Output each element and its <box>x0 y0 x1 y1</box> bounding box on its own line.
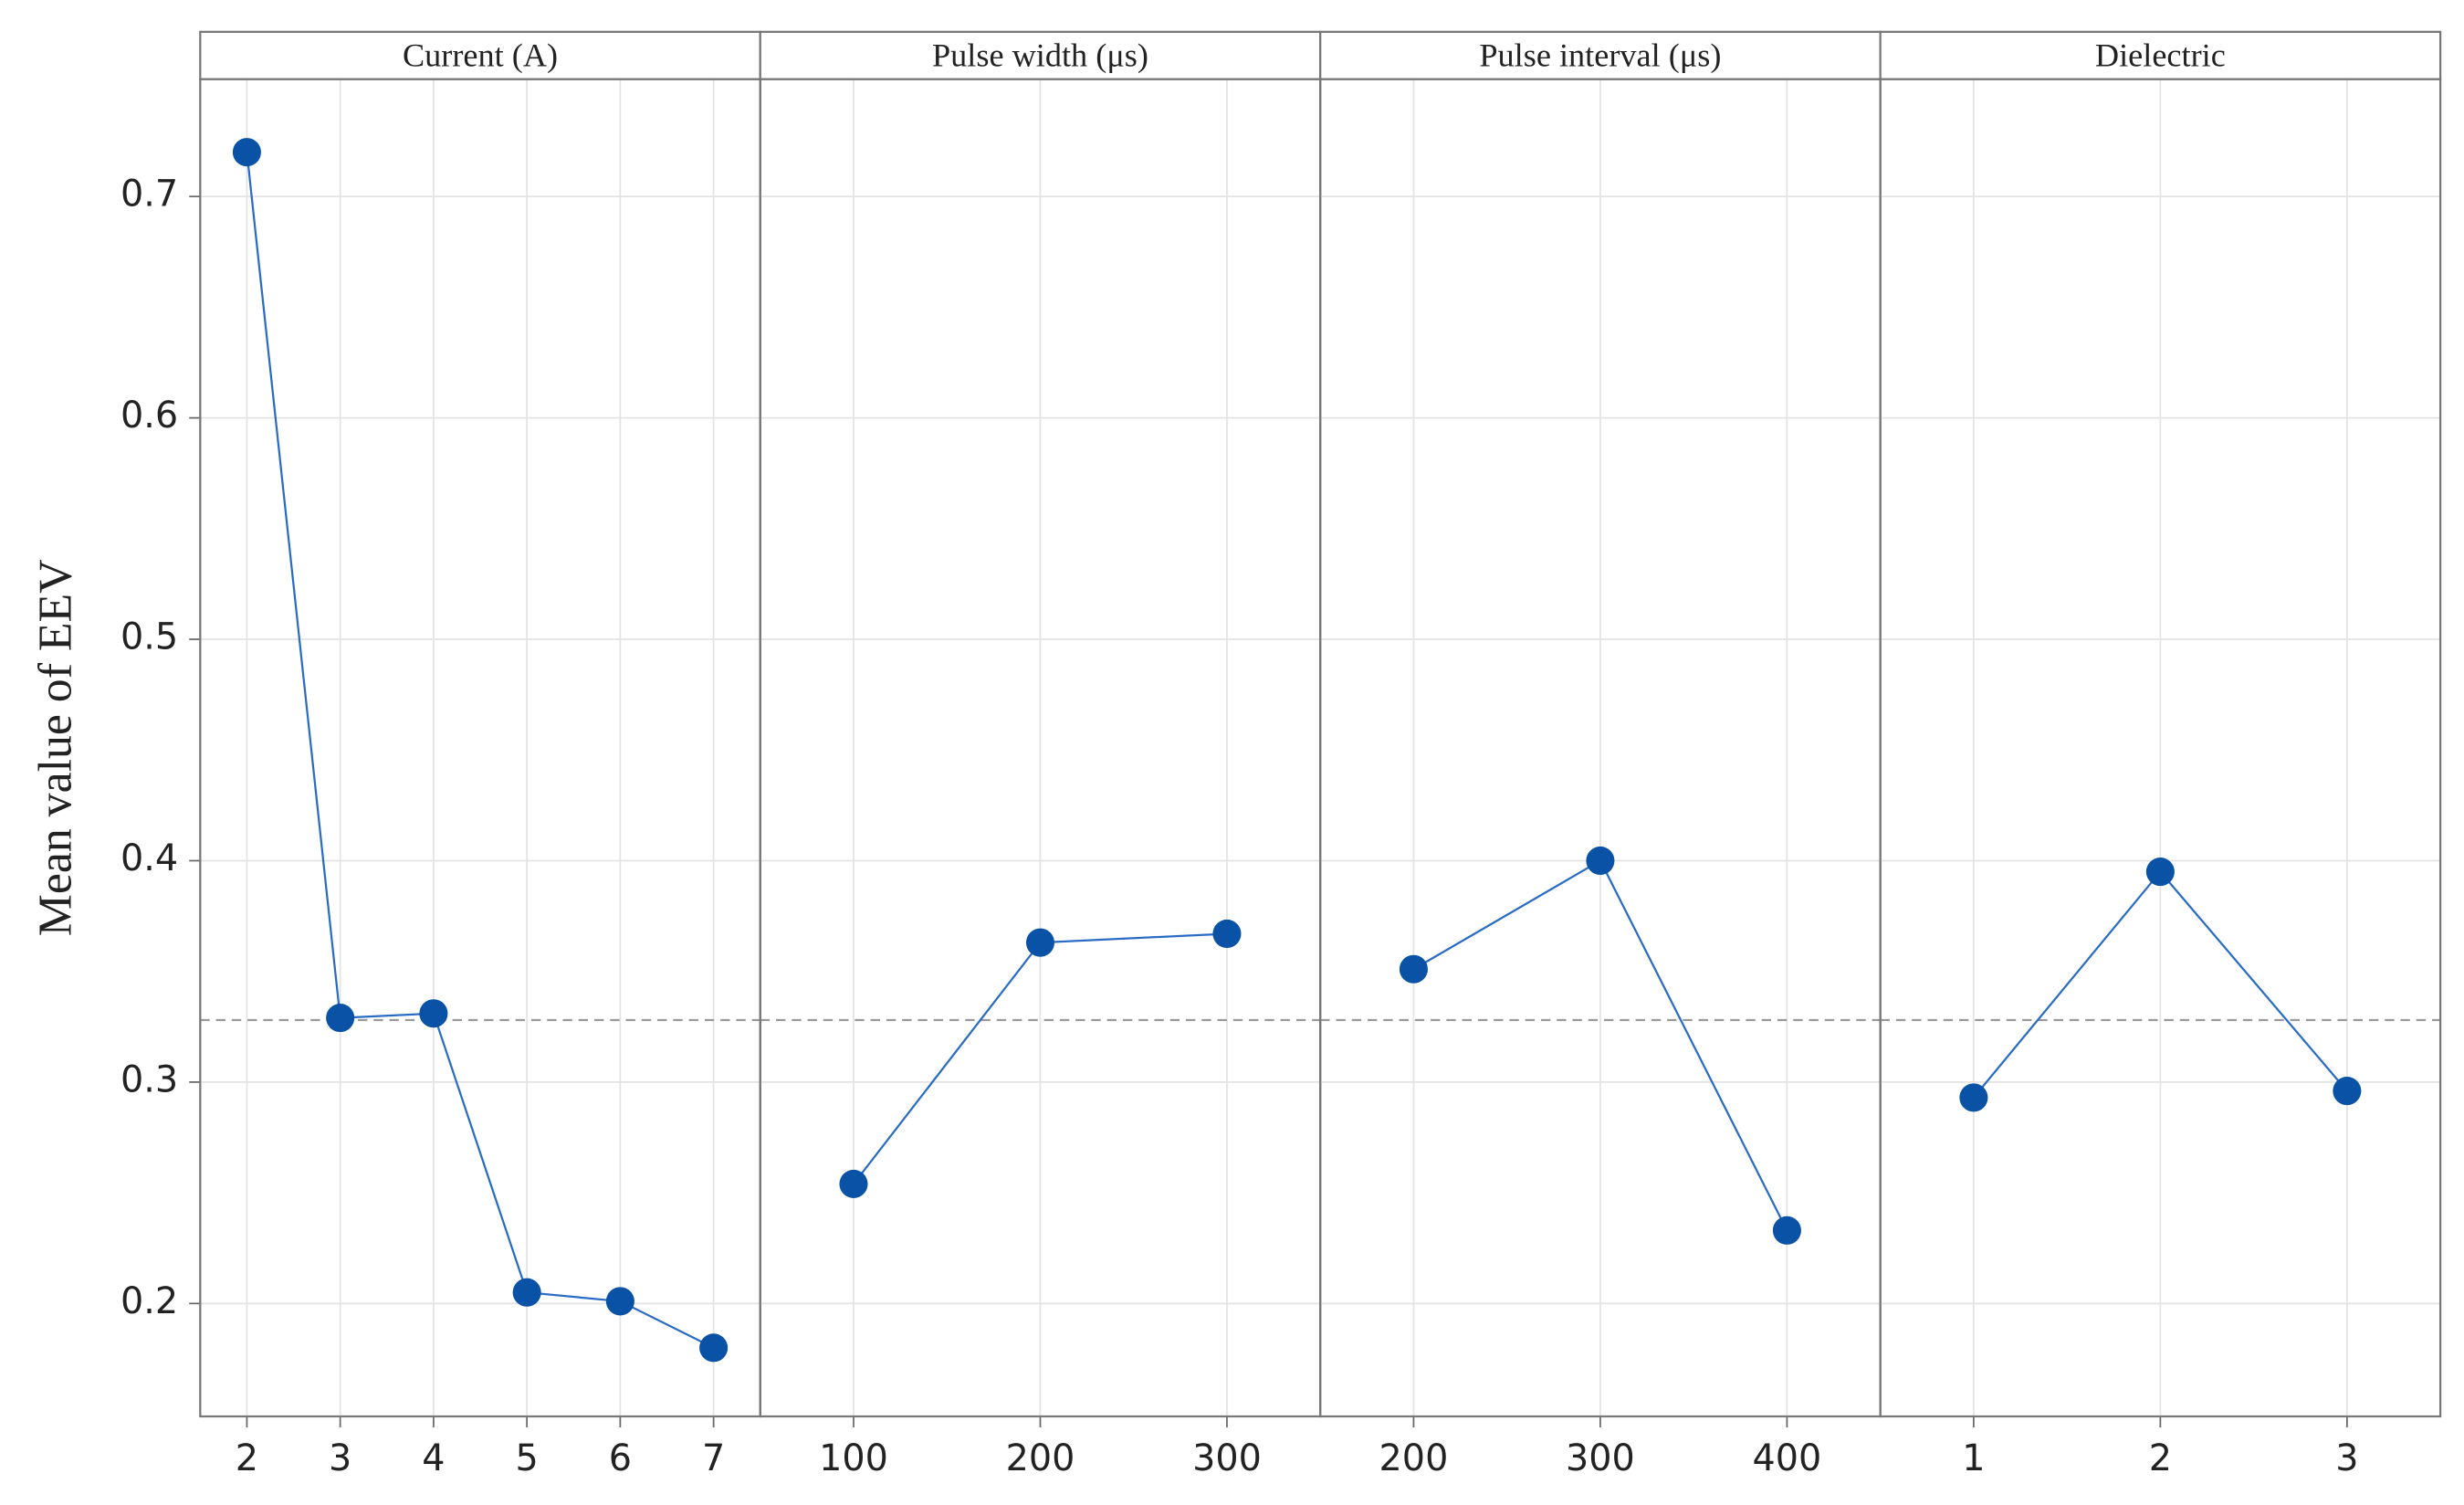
x-tick-label: 200 <box>1379 1437 1449 1479</box>
x-tick-label: 3 <box>2335 1437 2358 1479</box>
marker <box>605 1287 634 1316</box>
marker <box>419 999 448 1028</box>
panel-title: Dielectric <box>2095 37 2226 74</box>
x-tick-label: 7 <box>702 1437 725 1479</box>
strip-header <box>199 30 761 80</box>
x-tick-label: 200 <box>1006 1437 1075 1479</box>
strip-header <box>759 30 1322 80</box>
x-tick-label: 300 <box>1566 1437 1635 1479</box>
marker <box>1399 954 1428 984</box>
y-tick-label: 0.4 <box>121 837 178 879</box>
marker <box>512 1278 541 1307</box>
panel-title: Pulse width (μs) <box>932 37 1148 74</box>
marker <box>699 1333 729 1363</box>
series-line <box>246 152 715 1349</box>
marker <box>839 1169 868 1198</box>
x-tick-label: 6 <box>609 1437 632 1479</box>
y-tick-label: 0.5 <box>121 616 178 658</box>
marker <box>1959 1083 1988 1112</box>
marker <box>1586 846 1615 876</box>
x-tick-label: 2 <box>236 1437 258 1479</box>
x-tick-label: 3 <box>329 1437 351 1479</box>
marker <box>2333 1077 2362 1106</box>
x-tick-label: 400 <box>1753 1437 1822 1479</box>
x-tick-label: 2 <box>2149 1437 2172 1479</box>
y-tick-label: 0.6 <box>121 395 178 437</box>
marker <box>232 138 261 167</box>
x-tick-label: 300 <box>1192 1437 1262 1479</box>
x-tick-label: 5 <box>516 1437 539 1479</box>
marker <box>1025 928 1055 957</box>
marker <box>1212 919 1242 949</box>
y-axis-label: Mean value of EEV <box>30 559 82 936</box>
x-tick-label: 1 <box>1962 1437 1985 1479</box>
y-tick-label: 0.3 <box>121 1058 178 1100</box>
strip-header <box>1879 30 2442 80</box>
panel-title: Pulse interval (μs) <box>1479 37 1721 74</box>
y-tick-label: 0.2 <box>121 1280 178 1322</box>
panel-title: Current (A) <box>403 37 558 74</box>
marker <box>2145 858 2175 887</box>
marker <box>326 1004 355 1033</box>
x-tick-label: 100 <box>819 1437 888 1479</box>
marker <box>1772 1216 1801 1245</box>
y-tick-label: 0.7 <box>121 174 178 216</box>
panel-frame <box>199 78 761 1418</box>
x-tick-label: 4 <box>422 1437 445 1479</box>
